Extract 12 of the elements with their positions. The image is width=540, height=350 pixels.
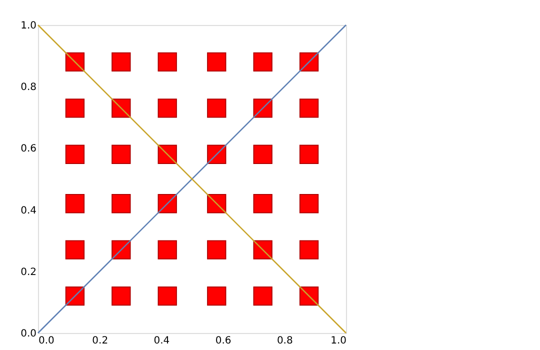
x-tick-label: 0.8	[276, 336, 293, 346]
y-tick-label: 0.8	[20, 82, 36, 94]
y-tick-label: 0.4	[20, 205, 36, 216]
y-tick-label: 0.6	[20, 144, 36, 155]
y-tick-label: 1.0	[20, 20, 36, 32]
y-tick-label: 0.2	[20, 266, 36, 278]
x-tick-label: 0.0	[38, 336, 54, 346]
y-tick-label: 0.0	[20, 328, 36, 340]
x-tick-label: 0.6	[215, 336, 232, 346]
x-tick-label: 0.4	[154, 336, 170, 346]
x-tick-label: 0.2	[92, 336, 108, 346]
x-tick-label: 1.0	[330, 336, 346, 346]
